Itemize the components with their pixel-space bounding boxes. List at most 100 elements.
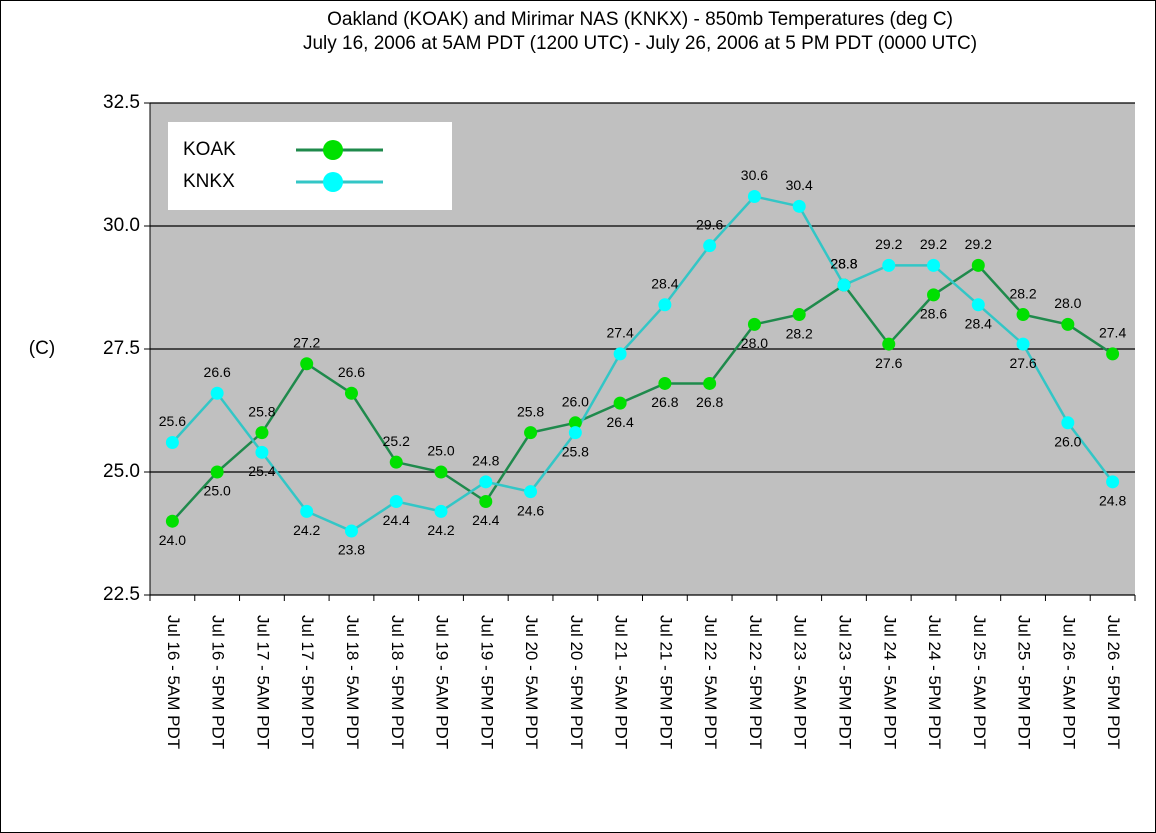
data-label: 28.8 [830,256,857,272]
data-point [927,258,941,272]
legend-label: KNKX [183,171,235,192]
data-point [389,455,403,469]
x-tick-label: Jul 24 - 5AM PDT [880,615,899,749]
data-point [344,386,358,400]
x-tick-label: Jul 18 - 5PM PDT [388,615,407,749]
legend-box [168,122,452,210]
data-label: 24.2 [427,522,454,538]
data-label: 27.4 [606,325,633,341]
data-label: 27.4 [1099,325,1126,341]
legend-label: KOAK [183,139,236,160]
data-point [747,317,761,331]
data-label: 28.2 [1009,285,1036,301]
data-point [792,308,806,322]
data-point [1061,317,1075,331]
x-tick-label: Jul 22 - 5AM PDT [701,615,720,749]
x-tick-label: Jul 22 - 5PM PDT [746,615,765,749]
data-point [434,465,448,479]
y-tick-label: 25.0 [103,461,140,482]
data-point [792,199,806,213]
x-tick-label: Jul 26 - 5AM PDT [1059,615,1078,749]
data-point [255,445,269,459]
data-point [1106,347,1120,361]
data-point [613,347,627,361]
data-point [613,396,627,410]
y-tick-label: 30.0 [103,215,140,236]
data-point [255,426,269,440]
x-tick-label: Jul 25 - 5PM PDT [1015,615,1034,749]
data-label: 25.8 [517,403,544,419]
data-label: 25.0 [204,483,231,499]
data-label: 28.0 [1054,295,1081,311]
legend-marker [323,140,343,160]
data-point [882,258,896,272]
data-point [389,495,403,509]
data-label: 24.4 [472,512,499,528]
data-label: 25.6 [159,413,186,429]
data-point [971,258,985,272]
x-tick-label: Jul 19 - 5AM PDT [433,615,452,749]
x-tick-label: Jul 26 - 5PM PDT [1104,615,1123,749]
data-label: 26.6 [204,364,231,380]
data-label: 25.4 [248,463,275,479]
data-label: 24.4 [383,512,410,528]
data-label: 26.6 [338,364,365,380]
x-tick-label: Jul 18 - 5AM PDT [343,615,362,749]
data-label: 28.4 [651,275,678,291]
data-point [971,298,985,312]
data-point [1106,475,1120,489]
data-label: 26.0 [562,394,589,410]
data-label: 26.0 [1054,434,1081,450]
data-label: 25.8 [248,403,275,419]
chart-subtitle: July 16, 2006 at 5AM PDT (1200 UTC) - Ju… [303,33,977,54]
data-label: 29.2 [920,236,947,252]
data-label: 27.2 [293,334,320,350]
x-tick-label: Jul 23 - 5PM PDT [835,615,854,749]
data-label: 24.8 [472,453,499,469]
y-tick-label: 22.5 [103,584,140,605]
data-point [165,514,179,528]
y-axis-label: (C) [29,338,55,359]
data-label: 29.2 [875,236,902,252]
data-point [747,189,761,203]
series-line [171,263,1114,523]
data-label: 24.8 [1099,493,1126,509]
data-point [344,524,358,538]
legend-marker [323,172,343,192]
data-label: 24.6 [517,502,544,518]
x-tick-label: Jul 19 - 5PM PDT [477,615,496,749]
data-label: 27.6 [875,355,902,371]
data-label: 29.6 [696,216,723,232]
data-point [1061,416,1075,430]
data-label: 30.6 [741,167,768,183]
data-point [658,298,672,312]
x-tick-label: Jul 17 - 5AM PDT [253,615,272,749]
data-label: 23.8 [338,542,365,558]
data-point [927,288,941,302]
x-tick-label: Jul 17 - 5PM PDT [298,615,317,749]
data-point [524,485,538,499]
x-tick-label: Jul 21 - 5AM PDT [612,615,631,749]
data-point [703,376,717,390]
data-label: 27.6 [1009,355,1036,371]
data-label: 28.0 [741,335,768,351]
data-point [568,426,582,440]
x-tick-label: Jul 21 - 5PM PDT [656,615,675,749]
data-label: 25.8 [562,443,589,459]
data-point [210,386,224,400]
data-label: 26.8 [651,394,678,410]
series-line [171,195,1114,533]
data-label: 25.2 [383,433,410,449]
data-label: 24.2 [293,522,320,538]
x-tick-label: Jul 16 - 5AM PDT [164,615,183,749]
data-label: 30.4 [786,177,813,193]
y-tick-label: 27.5 [103,338,140,359]
data-point [300,357,314,371]
data-label: 28.4 [965,315,992,331]
x-tick-label: Jul 24 - 5PM PDT [925,615,944,749]
data-point [837,278,851,292]
data-point [1016,337,1030,351]
data-label: 28.6 [920,306,947,322]
data-point [434,504,448,518]
